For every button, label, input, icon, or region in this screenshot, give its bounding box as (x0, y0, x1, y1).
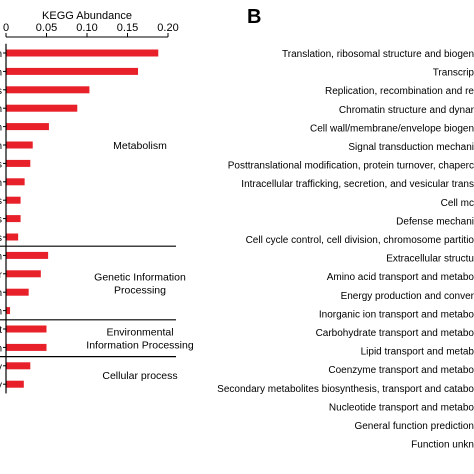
x-axis-ticks: 0 0.05 0.10 0.15 0.20 (3, 22, 179, 38)
category-label: n (0, 288, 2, 299)
x-tick-label: 0.05 (36, 22, 57, 34)
cog-category-label: Energy production and conver (341, 291, 474, 302)
x-tick-label: 0.20 (157, 22, 178, 34)
category-label: n (0, 307, 2, 318)
cog-category-label: Inorganic ion transport and metabo (319, 309, 474, 320)
bar (6, 123, 49, 131)
group-label: Metabolism (113, 140, 167, 152)
bar (6, 196, 21, 204)
group-label: Information Processing (86, 340, 194, 352)
category-label: n (0, 141, 2, 152)
bar (6, 104, 78, 112)
category-label: y (0, 362, 2, 373)
cog-category-label: Defense mechani (396, 216, 474, 227)
cog-category-labels: Translation, ribosomal structure and bio… (217, 49, 474, 451)
cog-category-label: Cell cycle control, cell division, chrom… (246, 235, 474, 246)
bar (6, 251, 49, 259)
bar (6, 67, 139, 75)
category-label: s (0, 159, 2, 170)
category-label: n (0, 343, 2, 354)
cog-category-label: Extracellular structu (386, 254, 474, 265)
x-tick-label: 0.15 (117, 22, 138, 34)
category-label: n (0, 49, 2, 60)
category-label: n (0, 67, 2, 78)
cog-category-label: Replication, recombination and re (325, 86, 474, 97)
cog-category-label: Cell mc (441, 198, 474, 209)
category-label: s (0, 196, 2, 207)
bar (6, 159, 31, 167)
panel-a-kegg-chart: KEGG Abundance 00.050.100.150.20 nnsnnns… (0, 10, 194, 394)
cog-category-label: Cell wall/membrane/envelope biogen (310, 123, 474, 134)
cog-category-label: Chromatin structure and dynar (339, 105, 474, 116)
category-label: n (0, 123, 2, 134)
bar (6, 288, 29, 296)
category-labels: nnsnnnsnsssnrnntnyy (0, 49, 6, 391)
chart-a-title: KEGG Abundance (42, 10, 132, 22)
group-label: Environmental (106, 327, 173, 339)
category-label: r (0, 270, 3, 281)
bar (6, 270, 41, 278)
cog-category-label: Coenzyme transport and metabo (328, 365, 474, 376)
cog-category-label: General function prediction (354, 421, 474, 432)
bar (6, 178, 25, 186)
group-label: Genetic Information (94, 272, 186, 284)
bar (6, 86, 90, 94)
bar (6, 380, 24, 388)
bar (6, 215, 21, 223)
cog-category-label: Nucleotide transport and metabo (329, 402, 474, 413)
cog-category-label: Intracellular trafficking, secretion, an… (241, 179, 474, 190)
cog-category-label: Transcrip (433, 68, 474, 79)
panel-b-label: B (247, 6, 261, 28)
category-label: n (0, 178, 2, 189)
group-label: Processing (114, 285, 166, 297)
category-label: n (0, 251, 2, 262)
group-label: Cellular process (102, 370, 177, 382)
cog-category-label: Secondary metabolites biosynthesis, tran… (217, 384, 474, 395)
cog-category-label: Lipid transport and metab (361, 347, 474, 358)
bar (6, 49, 159, 57)
bar (6, 325, 47, 333)
bars (6, 49, 159, 388)
bar (6, 233, 19, 241)
bar (6, 343, 47, 351)
cog-category-label: Carbohydrate transport and metabo (316, 328, 474, 339)
category-label: y (0, 380, 2, 391)
category-label: s (0, 233, 2, 244)
category-label: n (0, 104, 2, 115)
bar (6, 362, 31, 370)
cog-category-label: Amino acid transport and metabo (327, 272, 474, 283)
category-label: s (0, 215, 2, 226)
category-label: t (0, 325, 2, 336)
cog-category-label: Posttranslational modification, protein … (228, 161, 474, 172)
x-tick-label: 0 (3, 22, 9, 34)
x-tick-label: 0.10 (76, 22, 97, 34)
panel-b-cog-chart: B Translation, ribosomal structure and b… (217, 6, 474, 451)
category-label: s (0, 86, 2, 97)
cog-category-label: Function unkn (411, 440, 474, 451)
cog-category-label: Translation, ribosomal structure and bio… (282, 49, 474, 60)
bar (6, 307, 11, 315)
bar (6, 141, 33, 149)
cog-category-label: Signal transduction mechani (348, 142, 474, 153)
